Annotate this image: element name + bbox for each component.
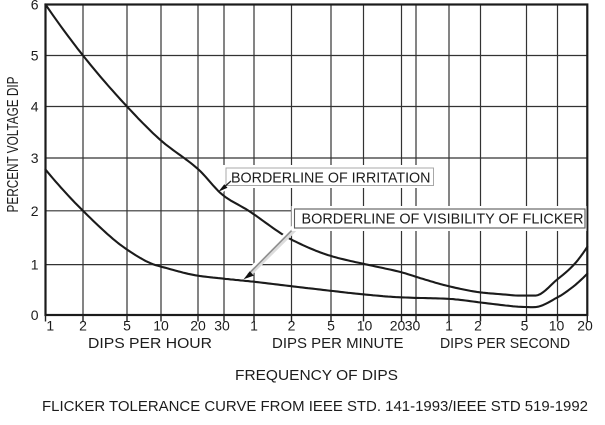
svg-text:0: 0 <box>31 307 39 323</box>
svg-text:1: 1 <box>46 318 54 334</box>
svg-text:10: 10 <box>357 318 373 334</box>
svg-text:5: 5 <box>31 48 39 64</box>
svg-text:1: 1 <box>445 318 453 334</box>
svg-text:2: 2 <box>79 318 87 334</box>
svg-text:20: 20 <box>577 318 593 334</box>
svg-text:FREQUENCY OF DIPS: FREQUENCY OF DIPS <box>235 368 398 384</box>
svg-text:3: 3 <box>31 150 39 166</box>
svg-text:4: 4 <box>31 99 39 115</box>
svg-text:2: 2 <box>31 203 39 219</box>
svg-text:5: 5 <box>327 318 335 334</box>
svg-text:2: 2 <box>474 318 482 334</box>
svg-text:BORDERLINE OF VISIBILITY OF FL: BORDERLINE OF VISIBILITY OF FLICKER <box>302 212 584 228</box>
svg-text:5: 5 <box>521 318 529 334</box>
svg-text:30: 30 <box>405 318 421 334</box>
svg-text:2: 2 <box>288 318 296 334</box>
svg-text:10: 10 <box>153 318 169 334</box>
svg-text:30: 30 <box>214 318 230 334</box>
svg-text:DIPS PER SECOND: DIPS PER SECOND <box>440 336 570 352</box>
svg-text:1: 1 <box>31 257 39 273</box>
svg-text:20: 20 <box>390 318 406 334</box>
svg-text:20: 20 <box>190 318 206 334</box>
svg-text:6: 6 <box>31 0 39 13</box>
svg-text:BORDERLINE OF IRRITATION: BORDERLINE OF IRRITATION <box>231 171 431 187</box>
svg-text:1: 1 <box>250 318 258 334</box>
svg-text:DIPS PER HOUR: DIPS PER HOUR <box>88 336 212 352</box>
svg-text:FLICKER TOLERANCE CURVE FROM I: FLICKER TOLERANCE CURVE FROM IEEE STD. 1… <box>42 399 588 415</box>
svg-text:10: 10 <box>549 318 565 334</box>
svg-text:DIPS PER MINUTE: DIPS PER MINUTE <box>272 336 404 352</box>
svg-text:PERCENT VOLTAGE DIP: PERCENT VOLTAGE DIP <box>5 77 22 213</box>
svg-text:5: 5 <box>123 318 131 334</box>
